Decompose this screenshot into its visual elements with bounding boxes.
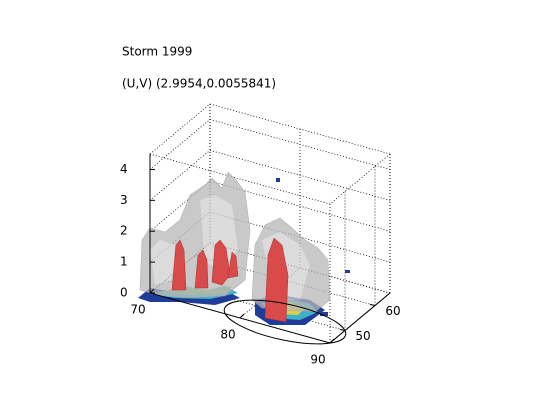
box-edge (329, 153, 391, 205)
x-tick (239, 313, 245, 319)
z-tick-label: 3 (120, 193, 128, 207)
z-tick-label: 4 (120, 162, 128, 176)
grid-line (209, 149, 391, 201)
grid-line (149, 150, 211, 201)
z-tick-label: 0 (120, 286, 128, 300)
chart-subtitle: (U,V) (2.9954,0.0055841) (122, 77, 276, 91)
x-tick-label: 70 (130, 303, 145, 317)
box-edge (149, 153, 331, 205)
y-tick-label: 60 (385, 304, 400, 318)
grid-line (209, 180, 391, 232)
contour (223, 299, 347, 345)
y-tick (339, 329, 346, 331)
y-tick-label: 50 (355, 329, 370, 343)
y-tick (369, 304, 376, 306)
x-tick (149, 288, 155, 294)
x-tick (329, 338, 335, 344)
z-tick-label: 2 (120, 224, 128, 238)
x-tick-label: 80 (220, 328, 235, 342)
z-tick-label: 1 (120, 255, 128, 269)
chart-title: Storm 1999 (122, 45, 192, 59)
y-axis (329, 292, 391, 344)
grid-line (149, 119, 211, 170)
box-edge (149, 103, 211, 155)
x-tick-label: 90 (310, 353, 325, 367)
isosurface (139, 171, 331, 313)
grid-line (149, 180, 211, 232)
